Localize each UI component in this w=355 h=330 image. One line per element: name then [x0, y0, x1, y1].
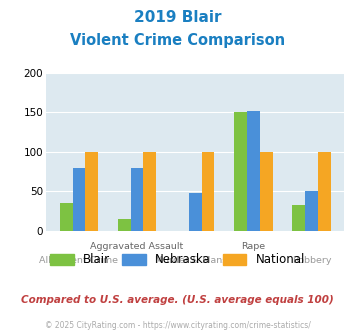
- Bar: [72, 168, 85, 231]
- Bar: [234, 112, 247, 231]
- Bar: [260, 152, 273, 231]
- Text: Robbery: Robbery: [292, 256, 331, 265]
- Text: © 2025 CityRating.com - https://www.cityrating.com/crime-statistics/: © 2025 CityRating.com - https://www.city…: [45, 321, 310, 330]
- Bar: [293, 205, 305, 231]
- Bar: [60, 203, 72, 231]
- Bar: [143, 152, 156, 231]
- Bar: [118, 219, 131, 231]
- Text: Rape: Rape: [241, 242, 266, 251]
- Bar: [202, 152, 214, 231]
- Text: All Violent Crime: All Violent Crime: [39, 256, 119, 265]
- Text: 2019 Blair: 2019 Blair: [134, 10, 221, 25]
- Legend: Blair, Nebraska, National: Blair, Nebraska, National: [50, 253, 305, 266]
- Text: Aggravated Assault: Aggravated Assault: [91, 242, 184, 251]
- Bar: [305, 191, 318, 231]
- Bar: [85, 152, 98, 231]
- Bar: [189, 193, 202, 231]
- Text: Violent Crime Comparison: Violent Crime Comparison: [70, 33, 285, 48]
- Text: Murder & Mans...: Murder & Mans...: [155, 256, 236, 265]
- Text: Compared to U.S. average. (U.S. average equals 100): Compared to U.S. average. (U.S. average …: [21, 295, 334, 305]
- Bar: [247, 111, 260, 231]
- Bar: [131, 168, 143, 231]
- Bar: [318, 152, 331, 231]
